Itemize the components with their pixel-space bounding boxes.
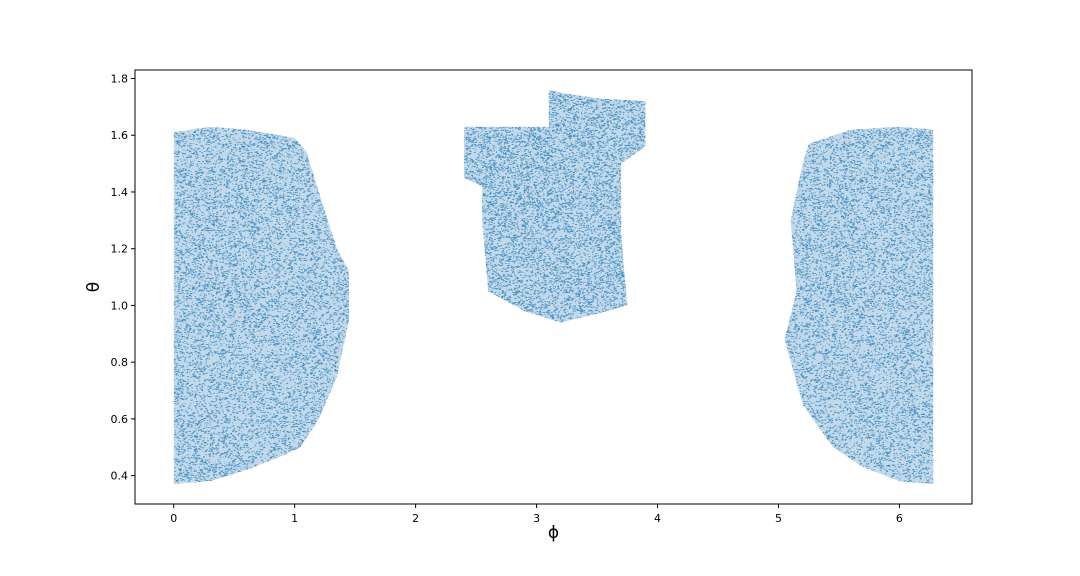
x-axis-label: ϕ <box>548 523 559 543</box>
x-tick-label: 5 <box>775 512 782 525</box>
y-tick-label: 1.0 <box>111 299 129 312</box>
x-tick-label: 6 <box>896 512 903 525</box>
y-tick-label: 1.4 <box>111 186 129 199</box>
y-tick-label: 0.8 <box>111 356 129 369</box>
x-tick-label: 0 <box>170 512 177 525</box>
x-tick-label: 1 <box>291 512 298 525</box>
y-tick-label: 1.2 <box>111 243 129 256</box>
y-tick-label: 1.6 <box>111 129 129 142</box>
x-tick-label: 3 <box>533 512 540 525</box>
x-tick-label: 4 <box>654 512 661 525</box>
y-tick-label: 0.4 <box>111 470 129 483</box>
x-tick-label: 2 <box>412 512 419 525</box>
y-tick-label: 1.8 <box>111 73 129 86</box>
y-axis-label: θ <box>84 282 104 292</box>
y-tick-label: 0.6 <box>111 413 129 426</box>
